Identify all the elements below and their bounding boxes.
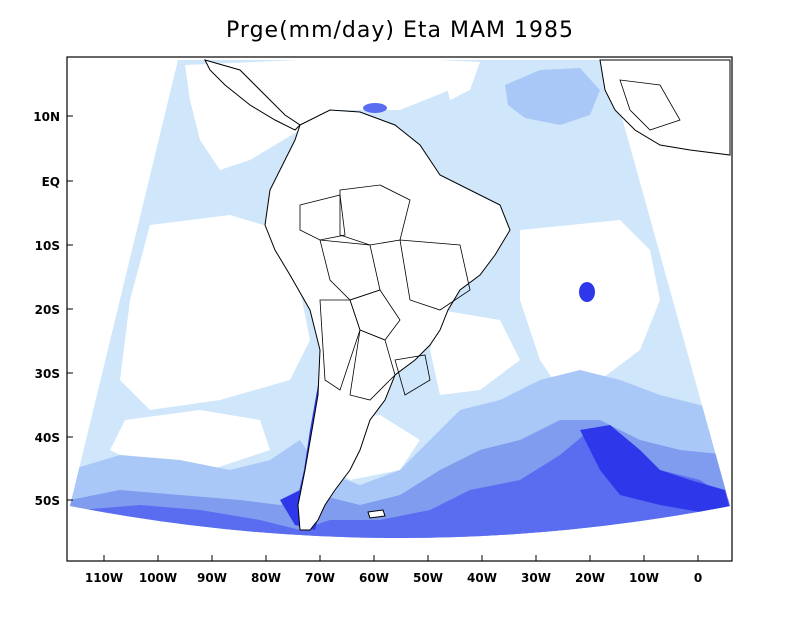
precip-level-2-north bbox=[505, 68, 600, 125]
x-tick-label: 110W bbox=[85, 571, 123, 585]
y-axis: 10N EQ 10S 20S 30S 40S 50S bbox=[33, 110, 73, 508]
central-america bbox=[204, 59, 301, 131]
x-tick-label: 80W bbox=[251, 571, 281, 585]
y-tick-label: 50S bbox=[35, 494, 60, 508]
x-tick-label: 50W bbox=[413, 571, 443, 585]
y-tick-label: 10S bbox=[35, 239, 60, 253]
precip-level-4 bbox=[70, 430, 730, 538]
map-title: Prge(mm/day) Eta MAM 1985 bbox=[226, 18, 574, 43]
precip-max-caribbean bbox=[363, 103, 387, 113]
x-tick-label: 0 bbox=[694, 571, 702, 585]
coastlines bbox=[204, 59, 731, 531]
country-borders bbox=[299, 79, 681, 401]
falklands bbox=[367, 509, 386, 519]
x-tick-label: 30W bbox=[521, 571, 551, 585]
y-tick-label: 10N bbox=[33, 110, 60, 124]
x-tick-label: 40W bbox=[467, 571, 497, 585]
y-tick-label: 40S bbox=[35, 431, 60, 445]
x-tick-label: 60W bbox=[359, 571, 389, 585]
precip-level-5 bbox=[580, 425, 730, 512]
south-america bbox=[264, 109, 511, 531]
y-tick-label: EQ bbox=[42, 175, 60, 189]
africa bbox=[599, 59, 731, 156]
precip-max-atlantic bbox=[579, 282, 595, 302]
y-tick-label: 20S bbox=[35, 303, 60, 317]
x-axis: 110W 100W 90W 80W 70W 60W 50W 40W 30W 20… bbox=[85, 555, 702, 585]
x-tick-label: 100W bbox=[139, 571, 177, 585]
y-tick-label: 30S bbox=[35, 367, 60, 381]
x-tick-label: 20W bbox=[575, 571, 605, 585]
x-tick-label: 10W bbox=[629, 571, 659, 585]
x-tick-label: 90W bbox=[197, 571, 227, 585]
x-tick-label: 70W bbox=[305, 571, 335, 585]
